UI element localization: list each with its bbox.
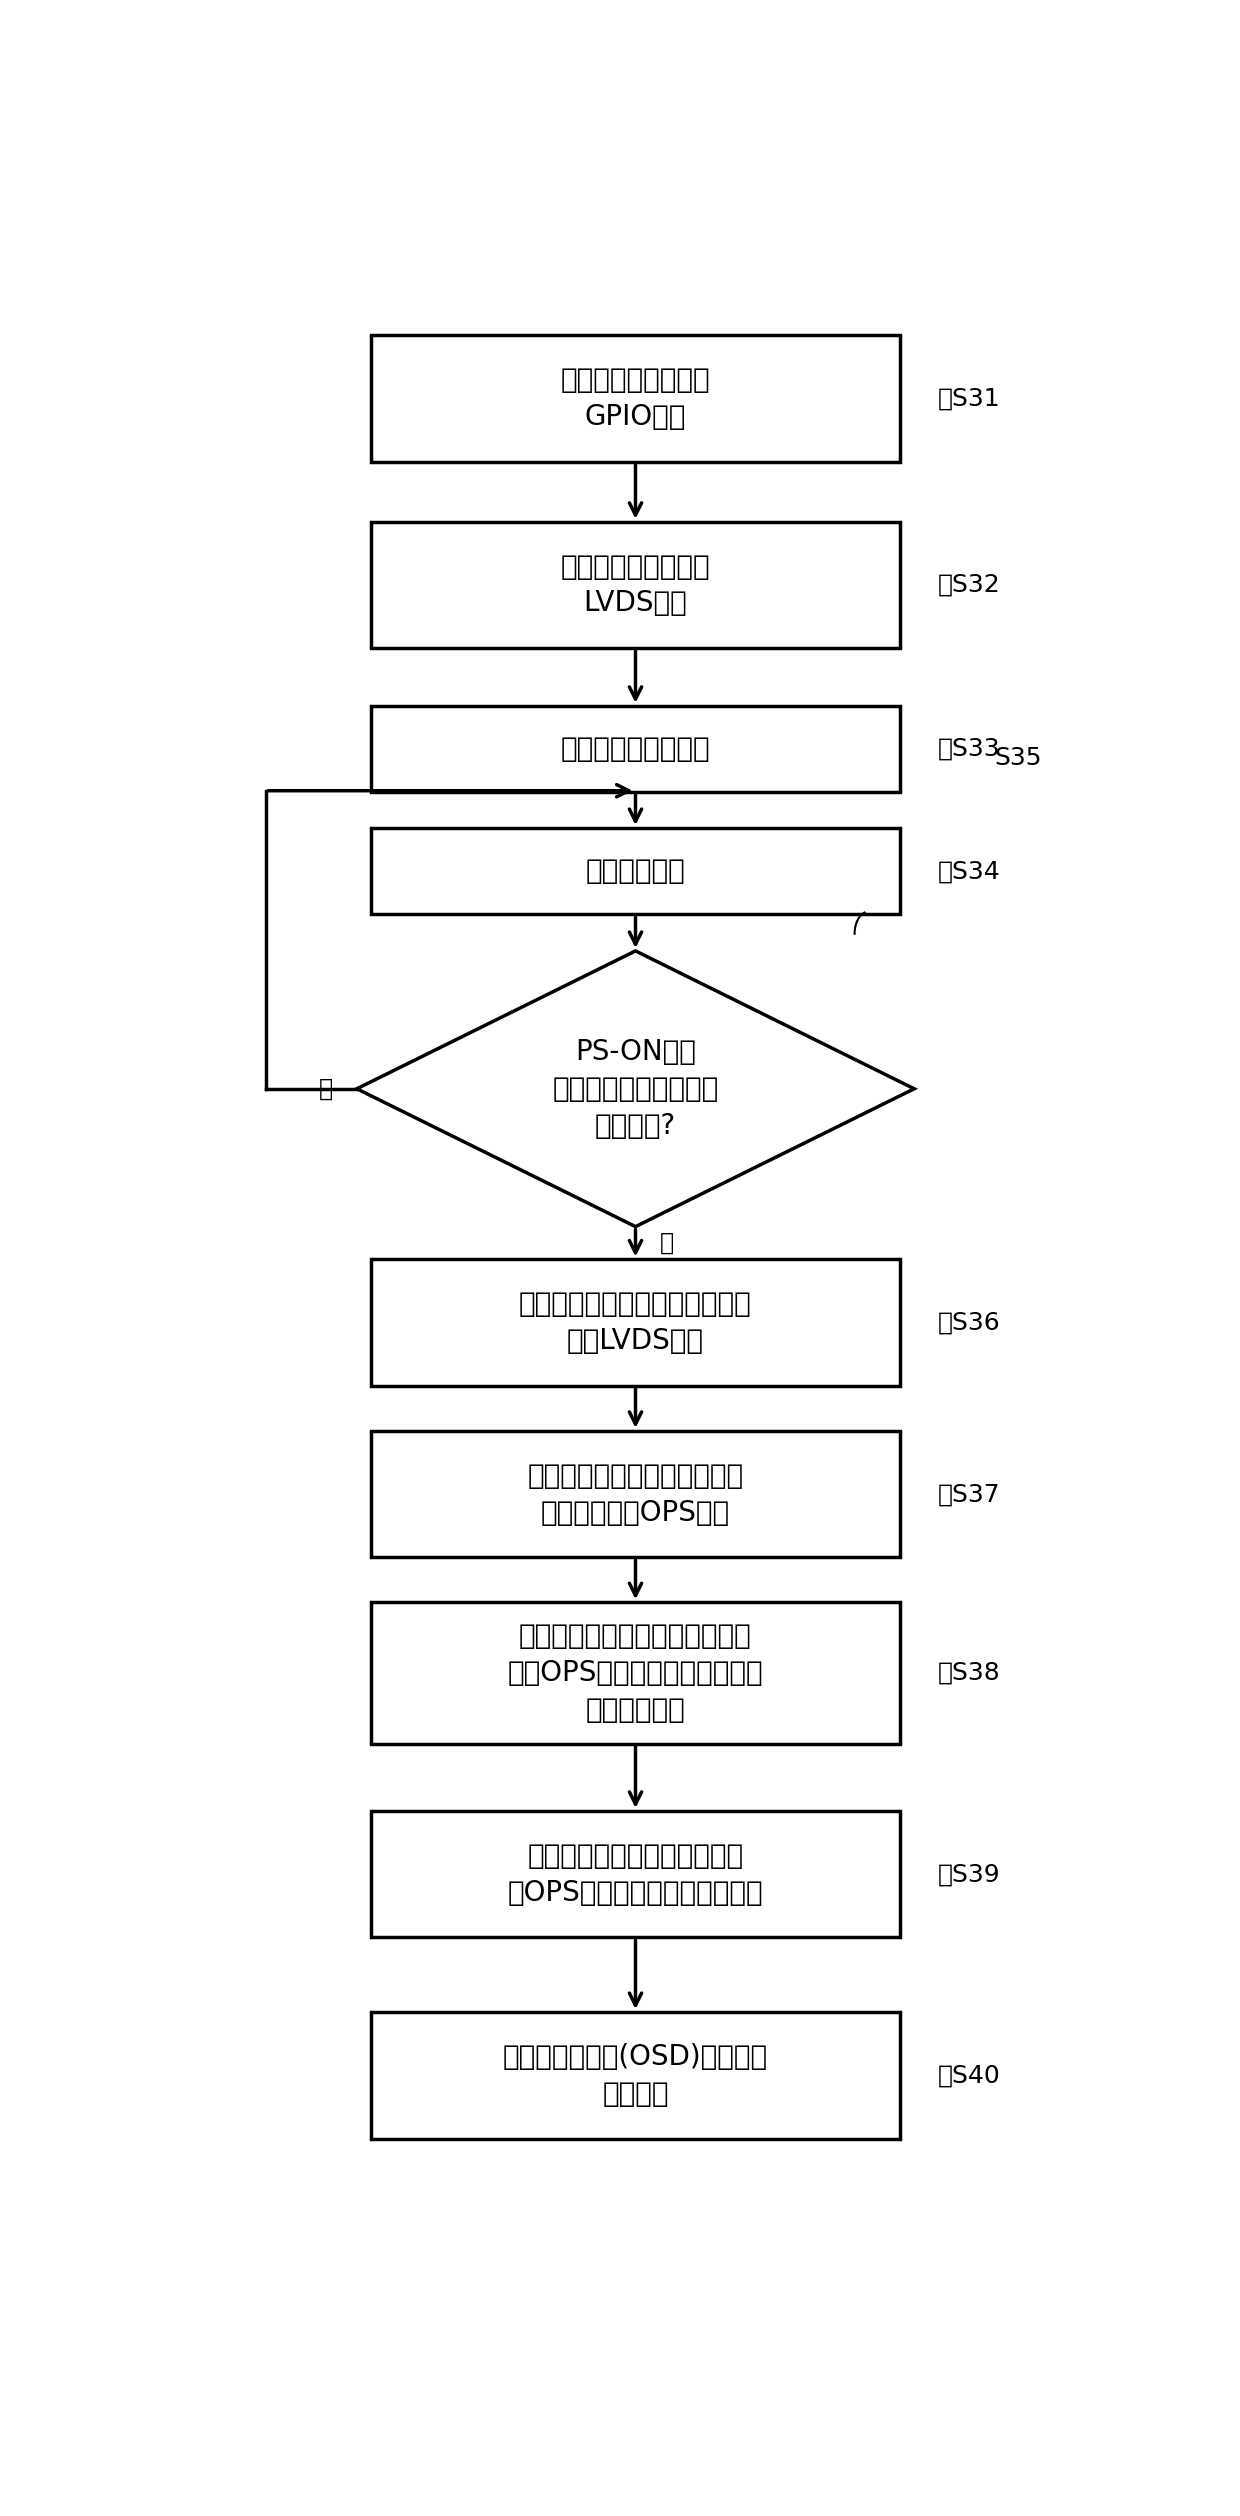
FancyBboxPatch shape [371,707,900,793]
Text: 缩放处理器根据视频输出装置
的OPS接口回传的信息进行检测: 缩放处理器根据视频输出装置 的OPS接口回传的信息进行检测 [507,1842,764,1907]
Text: ～S34: ～S34 [939,858,1001,883]
FancyBboxPatch shape [371,828,900,913]
Text: ～S40: ～S40 [939,2063,1001,2088]
Text: 缩放处理器禁止输出
LVDS信号: 缩放处理器禁止输出 LVDS信号 [560,554,711,616]
Text: ～S39: ～S39 [939,1862,1001,1887]
Polygon shape [357,951,914,1228]
Text: ～S36: ～S36 [939,1311,1001,1336]
Text: ～S38: ～S38 [939,1661,1001,1686]
Text: 否: 否 [319,1077,332,1102]
FancyBboxPatch shape [371,2013,900,2139]
Text: ～S31: ～S31 [939,387,1001,410]
Text: 缩放处理器要求视频输出装置通
过其OPS接口回传与其接收的信
号相关的信息: 缩放处理器要求视频输出装置通 过其OPS接口回传与其接收的信 号相关的信息 [507,1623,764,1723]
Text: 指示灯亮红灯: 指示灯亮红灯 [585,858,686,886]
FancyBboxPatch shape [371,1603,900,1744]
Text: 输出一屏幕显示(OSD)画面显示
检测结果: 输出一屏幕显示(OSD)画面显示 检测结果 [503,2043,768,2108]
Text: 指示灯亮绿灯，缩放处理器允许
输出LVDS信号: 指示灯亮绿灯，缩放处理器允许 输出LVDS信号 [520,1291,751,1356]
Text: 是: 是 [660,1230,673,1255]
Text: 初始化缩放处理器的
GPIO接脚: 初始化缩放处理器的 GPIO接脚 [560,367,711,430]
FancyBboxPatch shape [371,335,900,463]
Text: S35: S35 [994,745,1042,770]
FancyBboxPatch shape [371,521,900,649]
FancyBboxPatch shape [371,1261,900,1386]
Text: 缩放处理器输出测试信号至视
频输出装置的OPS接口: 缩放处理器输出测试信号至视 频输出装置的OPS接口 [527,1462,744,1527]
Text: ～S33: ～S33 [939,737,1001,760]
Text: PS-ON信号
维持低电平的时间大于
一默认值?: PS-ON信号 维持低电平的时间大于 一默认值? [552,1039,719,1140]
Text: 初始化信号转换单元: 初始化信号转换单元 [560,735,711,762]
Text: ～S32: ～S32 [939,574,1001,596]
FancyBboxPatch shape [371,1432,900,1557]
Text: ～S37: ～S37 [939,1482,1001,1507]
FancyBboxPatch shape [371,1812,900,1937]
